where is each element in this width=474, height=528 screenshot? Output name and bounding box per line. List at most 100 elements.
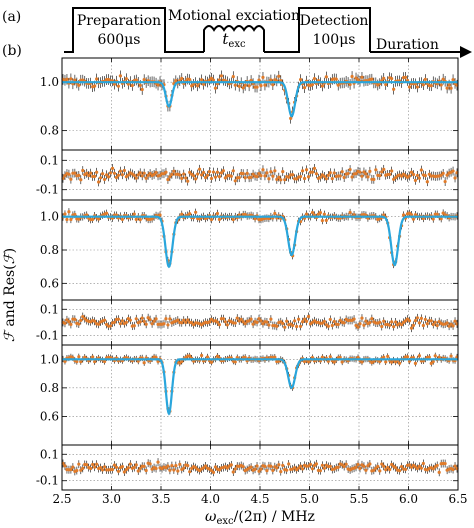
data-point: [132, 324, 136, 328]
data-point: [447, 83, 451, 87]
data-point: [126, 173, 130, 177]
data-point: [298, 464, 303, 468]
data-point: [152, 319, 156, 323]
data-point: [140, 316, 144, 320]
x-axis-label-symbol: ω: [205, 509, 217, 525]
data-point: [300, 169, 305, 173]
data-point: [451, 324, 455, 328]
data-point: [451, 78, 455, 82]
data-point: [201, 170, 206, 175]
data-point: [390, 76, 394, 81]
data-point: [237, 84, 241, 88]
y-axis-label-text: and Res(: [2, 264, 18, 331]
data-point: [326, 359, 330, 363]
data-point: [154, 170, 158, 175]
data-point: [95, 462, 99, 466]
data-point: [229, 174, 233, 178]
data-point: [322, 212, 326, 216]
data-point: [281, 321, 285, 326]
data-point: [217, 78, 222, 82]
data-point: [356, 325, 360, 329]
data-point: [287, 462, 291, 466]
data-point: [120, 319, 124, 323]
data-point: [451, 169, 455, 173]
data-point: [431, 359, 435, 364]
data-point: [104, 173, 109, 177]
data-point: [421, 323, 425, 328]
data-point: [63, 174, 67, 178]
data-point: [102, 465, 107, 469]
data-point: [318, 211, 322, 215]
data-point: [340, 170, 344, 174]
data-point: [85, 171, 89, 175]
data-point: [328, 464, 332, 469]
y-tick-label: 0.8: [40, 381, 59, 395]
data-point: [370, 316, 374, 321]
data-point: [116, 469, 121, 473]
preparation-pulse: [64, 7, 204, 53]
data-point: [324, 75, 328, 79]
x-tick-label: 5.5: [349, 492, 368, 506]
data-point: [302, 86, 307, 90]
data-point: [388, 323, 392, 327]
data-point: [156, 83, 160, 87]
data-point: [106, 175, 111, 179]
data-point: [320, 218, 324, 223]
data-point: [259, 84, 263, 88]
data-point: [354, 171, 358, 176]
data-point: [186, 179, 190, 183]
residual-3-points: [61, 458, 459, 477]
data-point: [293, 319, 297, 323]
data-point: [122, 168, 126, 173]
data-point: [328, 355, 332, 359]
excitation-duration-symbol: t: [222, 30, 229, 48]
data-point: [249, 465, 253, 469]
data-point: [421, 461, 425, 466]
data-point: [447, 324, 451, 328]
data-point: [304, 319, 309, 323]
data-point: [388, 172, 392, 177]
data-point: [99, 466, 103, 470]
data-point: [136, 469, 140, 473]
data-point: [217, 175, 222, 179]
data-point: [384, 468, 388, 472]
data-point: [295, 324, 299, 329]
data-point: [164, 317, 168, 321]
x-axis-label: ωexc/(2π) / MHz: [205, 509, 315, 527]
data-point: [211, 470, 216, 474]
data-point: [215, 320, 220, 324]
data-point: [425, 180, 429, 184]
data-point: [142, 361, 146, 365]
data-point: [394, 320, 398, 324]
y-tick-label: -0.1: [36, 183, 59, 197]
data-point: [203, 464, 208, 468]
data-point: [390, 360, 394, 364]
panel-label-b: (b): [2, 43, 22, 59]
detection-duration: 100μs: [312, 32, 355, 48]
data-point: [382, 355, 386, 359]
data-point: [380, 462, 384, 466]
data-point: [120, 217, 124, 221]
data-point: [403, 467, 408, 471]
data-point: [89, 171, 93, 175]
data-point: [118, 169, 123, 173]
data-point: [138, 466, 142, 471]
data-point: [190, 321, 194, 325]
data-point: [314, 172, 319, 176]
data-point: [261, 168, 265, 172]
data-point: [255, 175, 259, 179]
data-point: [182, 318, 186, 322]
data-point: [253, 217, 257, 221]
data-point: [291, 323, 295, 328]
data-point: [362, 170, 366, 174]
data-point: [134, 217, 138, 222]
data-point: [192, 174, 196, 178]
data-point: [429, 361, 433, 365]
data-point: [388, 467, 392, 472]
main-1-fit-line: [62, 81, 458, 118]
data-point: [77, 83, 81, 87]
data-point: [199, 173, 204, 177]
data-point: [209, 217, 214, 222]
data-point: [419, 316, 423, 321]
plot-panels: 1.0 0.8 0.1 -0.1 1.0 0.8 0.6 0.1 -0.1 1.0 0.8 0.6 0.…: [36, 57, 459, 491]
